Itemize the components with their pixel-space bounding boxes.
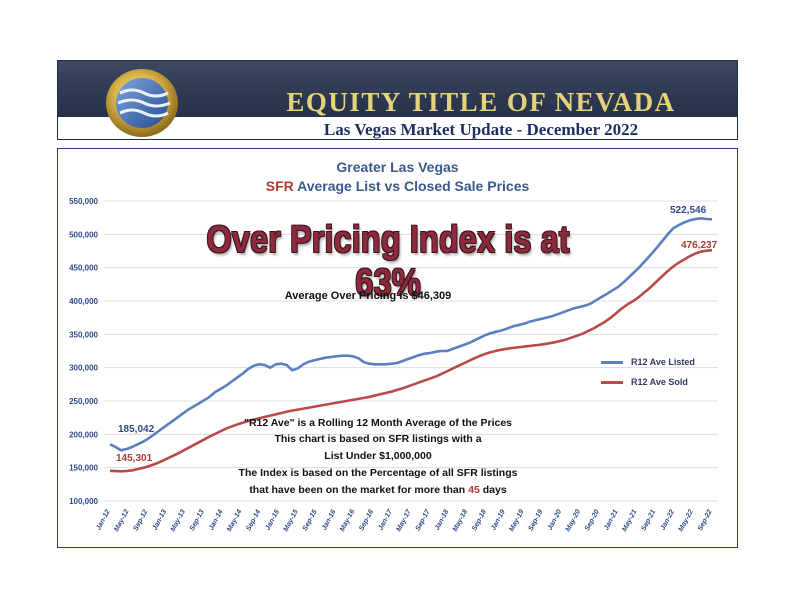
chart-subtitle-highlight: SFR bbox=[265, 178, 294, 194]
x-tick-label: Sep-12 bbox=[132, 509, 149, 533]
legend-item-listed: R12 Ave Listed bbox=[601, 357, 695, 367]
x-tick-label: May-18 bbox=[452, 509, 469, 533]
note-index-basis: The Index is based on the Percentage of … bbox=[238, 467, 518, 479]
y-tick-label: 100,000 bbox=[69, 497, 98, 506]
x-tick-label: Jan-14 bbox=[208, 509, 225, 532]
banner-title: EQUITY TITLE OF NEVADA bbox=[286, 87, 676, 117]
y-tick-label: 550,000 bbox=[69, 197, 98, 206]
data-label-listed-end: 522,546 bbox=[670, 205, 707, 216]
x-tick-label: Sep-21 bbox=[640, 509, 657, 533]
data-label-sold-end: 476,237 bbox=[681, 240, 718, 251]
x-tick-label: May-14 bbox=[226, 509, 243, 533]
x-tick-label: Jan-20 bbox=[547, 509, 564, 532]
legend-label-listed: R12 Ave Listed bbox=[631, 357, 695, 367]
x-tick-label: May-15 bbox=[283, 509, 300, 533]
equity-title-logo bbox=[106, 69, 178, 137]
x-tick-label: Jan-22 bbox=[660, 509, 677, 532]
y-tick-label: 450,000 bbox=[69, 264, 98, 273]
legend-label-sold: R12 Ave Sold bbox=[631, 377, 688, 387]
y-tick-label: 400,000 bbox=[69, 297, 98, 306]
x-tick-label: Sep-15 bbox=[302, 509, 319, 533]
x-tick-label: Sep-18 bbox=[471, 509, 488, 533]
chart-title: Greater Las Vegas bbox=[336, 159, 459, 175]
x-tick-label: Jan-19 bbox=[490, 509, 507, 532]
y-tick-label: 350,000 bbox=[69, 330, 98, 339]
x-tick-label: May-19 bbox=[508, 509, 525, 533]
x-tick-label: Sep-22 bbox=[697, 509, 714, 533]
y-tick-label: 150,000 bbox=[69, 464, 98, 473]
legend-swatch-sold bbox=[601, 380, 623, 384]
x-tick-label: Jan-15 bbox=[264, 509, 281, 532]
chart-subtitle: SFR Average List vs Closed Sale Prices bbox=[58, 178, 737, 194]
x-tick-label: Sep-20 bbox=[584, 509, 601, 533]
series-line-sold bbox=[109, 248, 713, 473]
average-over-pricing: Average Over Pricing is $46,309 bbox=[284, 290, 452, 302]
note-days-prefix: that have been on the market for more th… bbox=[249, 484, 466, 496]
x-tick-label: May-13 bbox=[170, 509, 187, 533]
y-tick-label: 300,000 bbox=[69, 364, 98, 373]
x-tick-label: May-22 bbox=[678, 509, 695, 533]
x-tick-label: Jan-13 bbox=[152, 509, 169, 532]
note-list-limit: List Under $1,000,000 bbox=[324, 450, 432, 462]
x-tick-label: Jan-12 bbox=[95, 509, 112, 532]
legend-swatch-listed bbox=[601, 360, 623, 364]
note-days-number: 45 bbox=[468, 484, 480, 496]
x-tick-label: Sep-16 bbox=[358, 509, 375, 533]
x-tick-label: May-12 bbox=[113, 509, 130, 533]
x-tick-label: Sep-14 bbox=[245, 509, 262, 533]
x-tick-label: Jan-21 bbox=[603, 509, 620, 532]
note-days-suffix: days bbox=[482, 484, 507, 496]
note-r12-definition: "R12 Ave" is a Rolling 12 Month Average … bbox=[243, 417, 513, 429]
note-days-on-market: that have been on the market for more th… bbox=[228, 484, 528, 496]
note-sfr-basis: This chart is based on SFR listings with… bbox=[274, 433, 482, 445]
data-label-listed-start: 185,042 bbox=[118, 424, 155, 435]
y-tick-label: 250,000 bbox=[69, 397, 98, 406]
x-tick-label: Jan-17 bbox=[377, 508, 394, 532]
x-tick-label: May-16 bbox=[339, 509, 356, 533]
x-tick-label: Sep-19 bbox=[527, 509, 544, 533]
legend-item-sold: R12 Ave Sold bbox=[601, 377, 688, 387]
y-tick-label: 500,000 bbox=[69, 230, 98, 239]
chart-panel: 550,000 500,000 450,000 400,000 350,000 300,0… bbox=[57, 148, 738, 548]
x-tick-label: Sep-13 bbox=[189, 509, 206, 533]
x-tick-label: May-20 bbox=[565, 509, 582, 533]
series-line-listed bbox=[109, 217, 713, 452]
y-tick-label: 200,000 bbox=[69, 430, 98, 439]
x-tick-label: Sep-17 bbox=[415, 508, 432, 533]
x-tick-label: Jan-18 bbox=[434, 509, 451, 532]
chart-subtitle-text: Average List vs Closed Sale Prices bbox=[297, 178, 530, 194]
x-tick-label: Jan-16 bbox=[321, 509, 338, 532]
banner: EQUITY TITLE OF NEVADA Las Vegas Market … bbox=[57, 60, 738, 140]
x-tick-label: May-17 bbox=[395, 508, 413, 533]
x-tick-label: May-21 bbox=[621, 509, 638, 533]
line-chart: 550,000 500,000 450,000 400,000 350,000 300,0… bbox=[69, 197, 718, 533]
banner-subtitle: Las Vegas Market Update - December 2022 bbox=[323, 120, 639, 139]
overpricing-index-headline: Over Pricing Index is at 63% bbox=[206, 219, 570, 304]
data-label-sold-start: 145,301 bbox=[116, 453, 153, 464]
